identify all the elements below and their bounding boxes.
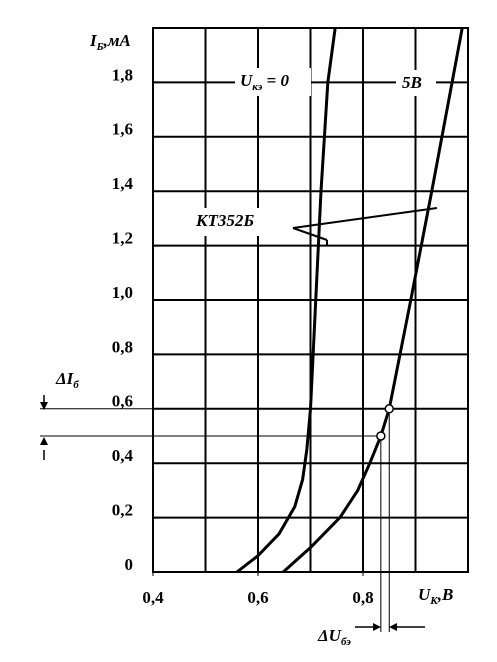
annotation-lines (40, 207, 438, 631)
series-label-part: кэ (252, 81, 262, 93)
series-label-part: U (240, 71, 253, 90)
label-bg (235, 68, 311, 96)
label-bg (192, 208, 282, 236)
x-tick-label: 0,8 (352, 588, 373, 607)
y-tick-label: 1,2 (112, 229, 133, 248)
x-axis-label-part: ,В (437, 585, 454, 604)
operating-point (384, 404, 394, 414)
x-axis-label-part: U (418, 585, 431, 604)
y-axis-label-part: ,мА (103, 31, 131, 50)
operating-point (376, 431, 386, 441)
label-bg (396, 70, 436, 96)
y-tick-label: 0,2 (112, 501, 133, 520)
y-tick-label: 1,0 (112, 283, 133, 302)
delta-u-label: ΔUбэ (317, 626, 351, 648)
y-axis-label-part: I (89, 31, 98, 50)
y-tick-label: 0,8 (112, 337, 133, 356)
y-axis-label: IБ,мА (89, 31, 131, 53)
delta-i-label-part: ΔI (55, 369, 75, 388)
y-tick-label: 1,6 (112, 120, 133, 139)
x-tick-label: 0,6 (247, 588, 268, 607)
y-tick-label: 0,4 (112, 446, 134, 465)
y-axis-label-part: Б (96, 41, 104, 53)
x-axis-label: UК,В (418, 585, 453, 607)
delta-u-label-part: бэ (341, 636, 351, 648)
series-label-part: = 0 (262, 71, 289, 90)
y-tick-label: 1,4 (112, 174, 134, 193)
y-tick-label: 0 (125, 555, 134, 574)
delta-i-label-part: б (73, 379, 79, 391)
device-label: КТ352Б (195, 211, 254, 230)
y-tick-label: 0,6 (112, 392, 133, 411)
plot-frame (152, 27, 469, 573)
y-tick-label: 1,8 (112, 65, 133, 84)
series-label: Uкэ = 0 (240, 71, 289, 93)
curve (236, 27, 337, 574)
delta-i-label: ΔIб (55, 369, 79, 391)
series-label: 5В (402, 73, 422, 92)
x-tick-label: 0,4 (142, 588, 164, 607)
delta-u-label-part: ΔU (317, 626, 342, 645)
x-axis-label-part: К (429, 595, 438, 607)
